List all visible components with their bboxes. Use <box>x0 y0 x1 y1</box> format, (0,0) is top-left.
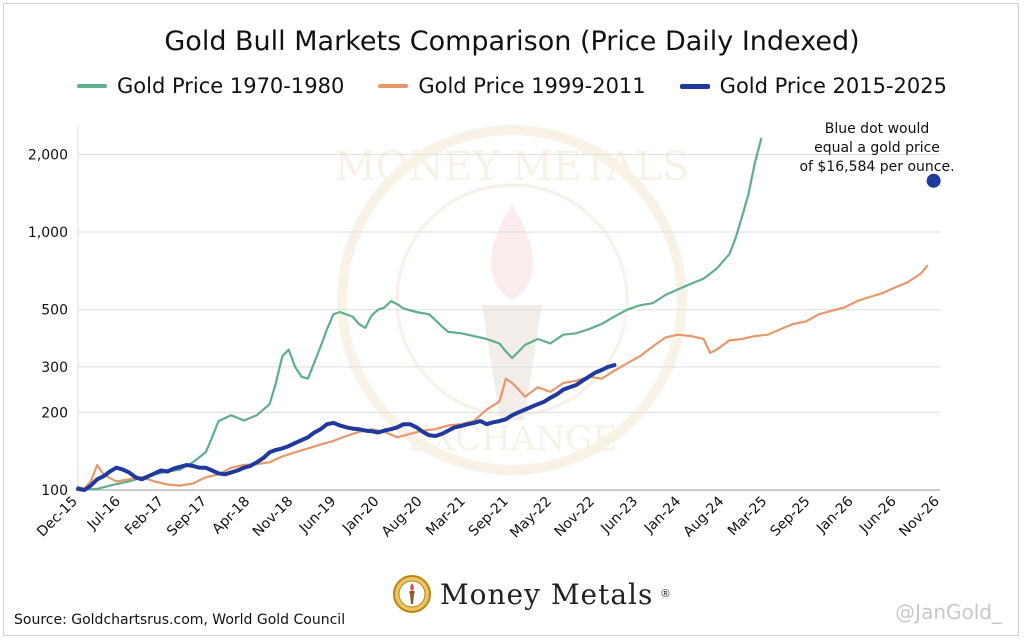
legend-swatch-1970 <box>76 84 107 88</box>
legend-item-1970: Gold Price 1970-1980 <box>76 74 345 98</box>
x-tick-label-17: Sep-25 <box>767 494 813 540</box>
chart-title: Gold Bull Markets Comparison (Price Dail… <box>164 26 860 57</box>
legend-swatch-2015 <box>679 83 710 89</box>
watermark-text-top: MONEY METALS <box>335 144 690 190</box>
legend-label-1999: Gold Price 1999-2011 <box>418 74 646 98</box>
x-tick-label-11: May-22 <box>507 494 555 542</box>
x-tick-label-18: Jan-26 <box>813 493 857 537</box>
brand-registered-mark: ® <box>661 588 670 600</box>
x-tick-label-14: Jan-24 <box>641 493 685 537</box>
chart-frame <box>3 3 1019 636</box>
y-tick-label-2: 300 <box>41 360 68 376</box>
legend-label-1970: Gold Price 1970-1980 <box>116 74 345 98</box>
annotation: Blue dot would equal a gold price of $16… <box>792 120 962 177</box>
x-tick-label-3: Sep-17 <box>164 494 210 540</box>
y-tick-label-3: 500 <box>41 303 68 319</box>
x-tick-label-13: Jun-23 <box>597 494 641 538</box>
x-tick-label-15: Aug-24 <box>681 493 728 540</box>
y-tick-label-4: 1,000 <box>28 225 68 241</box>
series-line-0 <box>76 137 763 492</box>
x-tick-label-19: Jun-26 <box>856 493 900 537</box>
legend: Gold Price 1970-1980 Gold Price 1999-201… <box>0 74 1024 98</box>
series-line-1 <box>76 264 929 490</box>
x-tick-label-16: Mar-25 <box>725 494 771 540</box>
y-tick-label-1: 200 <box>41 405 68 421</box>
x-tick-label-2: Feb-17 <box>122 494 167 539</box>
x-tick-label-10: Sep-21 <box>466 494 512 540</box>
legend-item-1999: Gold Price 1999-2011 <box>378 74 646 98</box>
source-note: Source: Goldchartsrus.com, World Gold Co… <box>14 612 346 628</box>
legend-label-2015: Gold Price 2015-2025 <box>719 74 948 98</box>
legend-item-2015: Gold Price 2015-2025 <box>679 74 948 98</box>
highlight-dot <box>926 173 941 188</box>
watermark-shape-3 <box>482 305 542 420</box>
watermark: MONEY METALS EXCHANGE <box>335 125 690 475</box>
series-line-2 <box>76 363 617 492</box>
x-tick-label-8: Aug-20 <box>379 494 426 541</box>
x-tick-label-6: Jun-19 <box>296 494 340 538</box>
x-tick-label-12: Nov-22 <box>551 494 598 541</box>
x-tick-label-1: Jul-16 <box>84 493 124 533</box>
legend-swatch-1999 <box>378 84 409 88</box>
annotation-line-1: Blue dot would <box>824 121 930 137</box>
watermark-shape-0 <box>337 125 687 475</box>
x-tick-label-4: Apr-18 <box>209 494 253 538</box>
y-tick-label-0: 100 <box>41 483 68 499</box>
annotation-line-3: of $16,584 per ounce. <box>799 159 955 175</box>
x-tick-label-20: Nov-26 <box>896 493 943 540</box>
x-tick-label-5: Nov-18 <box>250 494 297 541</box>
x-tick-label-0: Dec-15 <box>34 494 81 541</box>
x-tick-label-9: Mar-21 <box>423 494 469 540</box>
brand-logo: Money Metals ® <box>392 574 669 614</box>
watermark-shape-2 <box>491 205 533 300</box>
torch-medallion-icon <box>393 575 431 613</box>
author-handle: @JanGold_ <box>895 600 1002 624</box>
watermark-text-bottom: EXCHANGE <box>407 419 617 459</box>
y-tick-label-5: 2,000 <box>28 147 68 163</box>
brand-name: Money Metals <box>440 577 654 611</box>
x-tick-label-7: Jan-20 <box>339 494 382 537</box>
annotation-line-2: equal a gold price <box>814 140 940 156</box>
